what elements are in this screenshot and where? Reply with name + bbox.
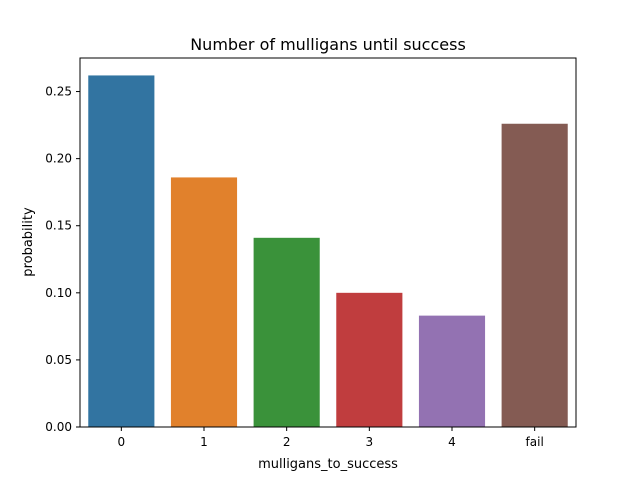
bar-3	[336, 292, 403, 427]
x-tick-label: 3	[366, 435, 374, 449]
bar-2	[253, 237, 320, 427]
y-tick-label: 0.20	[45, 152, 72, 166]
y-tick-label: 0.15	[45, 219, 72, 233]
x-tick-label: 2	[283, 435, 291, 449]
y-tick-label: 0.05	[45, 353, 72, 367]
y-tick-label: 0.10	[45, 286, 72, 300]
bar-4	[418, 315, 486, 427]
x-tick-label: 4	[448, 435, 456, 449]
bars-group	[88, 75, 568, 428]
bar-fail	[501, 123, 568, 428]
x-tick-label: 0	[118, 435, 126, 449]
y-axis-ticks: 0.00 0.05 0.10 0.15 0.20 0.25	[45, 85, 80, 434]
y-tick-label: 0.25	[45, 85, 72, 99]
bar-1	[170, 177, 238, 427]
chart-title: Number of mulligans until success	[190, 35, 466, 54]
y-axis-label: probability	[21, 207, 36, 277]
x-tick-label: 1	[200, 435, 208, 449]
x-axis-label: mulligans_to_success	[258, 457, 398, 472]
plot-frame	[79, 57, 577, 428]
x-tick-label: fail	[526, 435, 544, 449]
x-axis-ticks: 0 1 2 3 4 fail	[118, 427, 544, 449]
bar-0	[88, 75, 155, 427]
y-tick-label: 0.00	[45, 420, 72, 434]
